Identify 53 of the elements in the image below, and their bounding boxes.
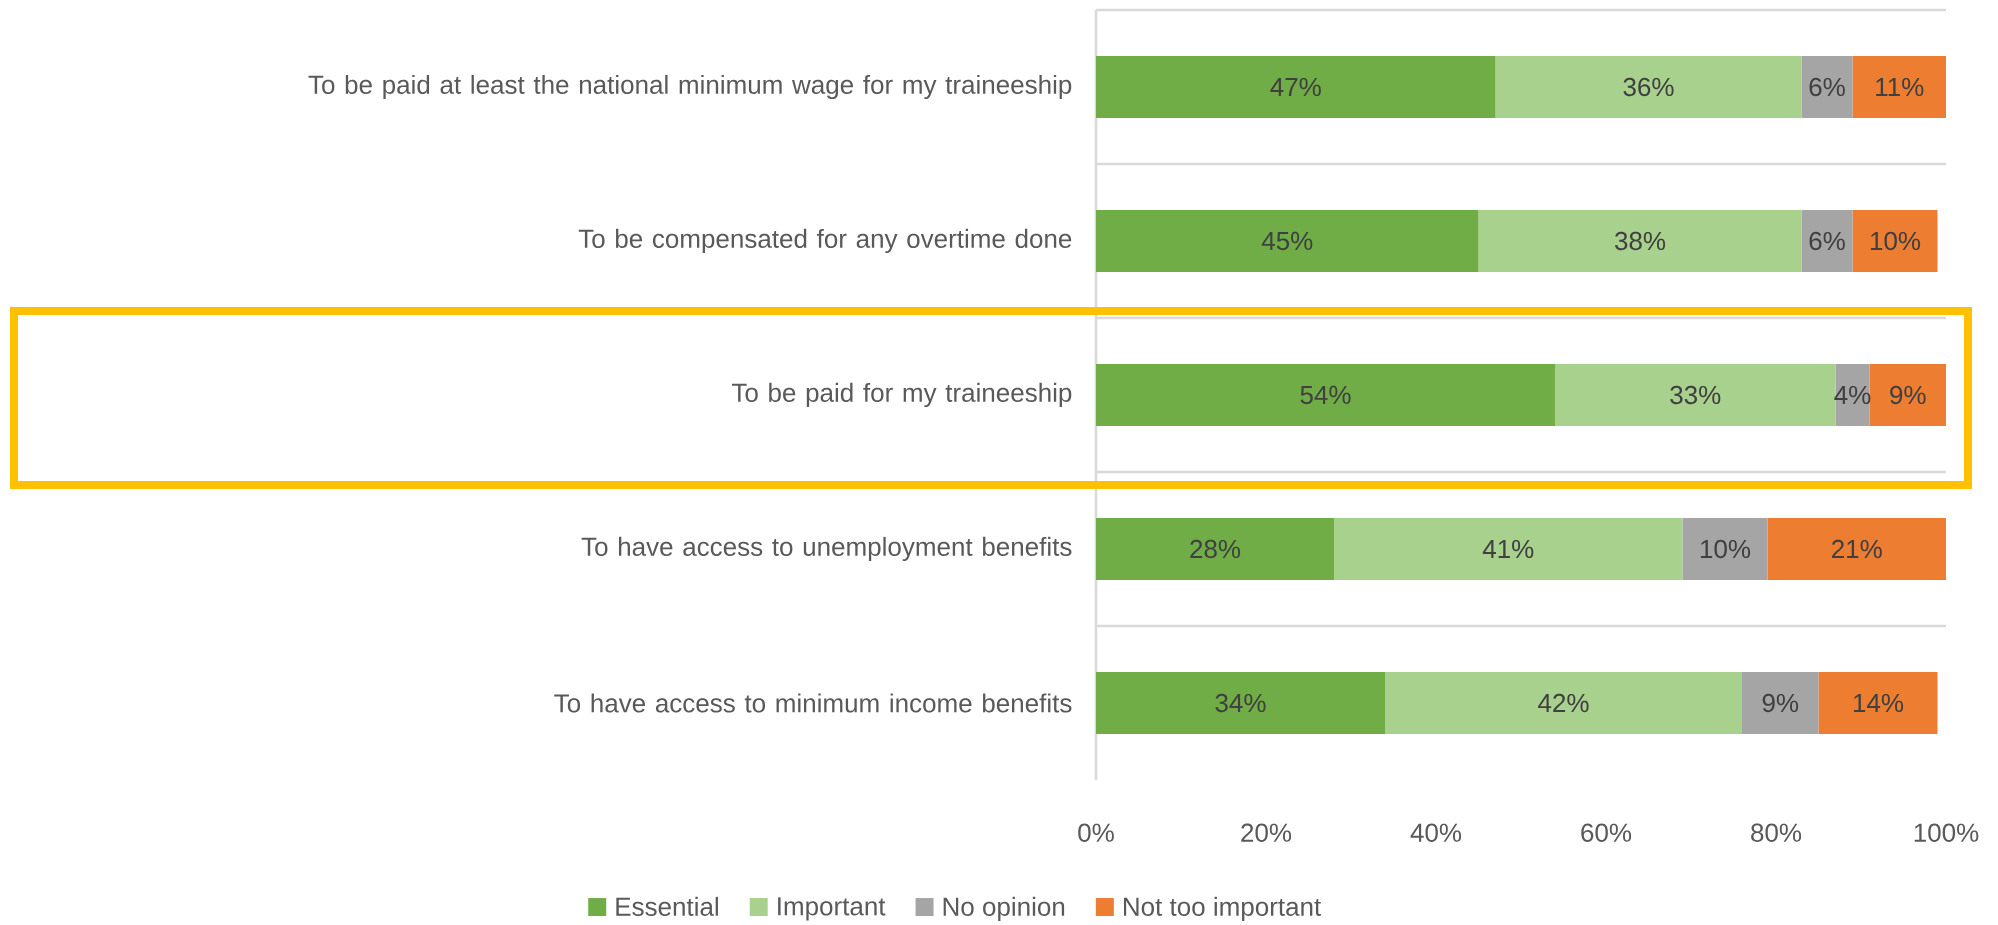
x-tick-label: 80% [1751,823,1802,842]
bar [1767,517,1946,580]
data-label: 9% [1890,385,1926,405]
y-tick-label: To have access to unemployment benefits [581,536,1072,562]
y-tick-label: To be paid at least the national minimum wage for my traineeship [308,74,1072,100]
bar [1096,209,1479,272]
data-label: 41% [1482,539,1534,559]
legend-label: No opinion [943,896,1065,922]
data-label: 54% [1300,385,1351,405]
bar [1495,55,1802,118]
data-label: 45% [1261,231,1313,251]
data-label: 11% [1876,77,1924,97]
bar [1096,363,1555,426]
bar [1555,363,1836,426]
x-tick-label: 40% [1410,823,1462,842]
data-label: 42% [1538,693,1589,713]
x-tick-label: 60% [1581,823,1632,842]
data-label: 10% [1870,231,1921,251]
bar [1478,209,1802,272]
data-label: 9% [1762,693,1799,713]
x-tick-label: 20% [1241,823,1292,842]
x-tick-label: 100% [1914,823,1979,842]
legend-label: Essential [616,896,718,916]
bar [1742,671,1819,734]
bar [1852,209,1938,272]
y-tick-label: To be compensated for any overtime done [578,228,1072,254]
data-label: 36% [1623,77,1674,97]
data-label: 33% [1670,385,1721,405]
data-label: 6% [1809,231,1845,251]
bar [1801,209,1853,272]
data-label: 28% [1190,539,1241,559]
data-label: 14% [1853,693,1904,713]
bar [1869,363,1946,426]
legend-label: Important [778,897,886,921]
data-label: 34% [1215,693,1266,713]
bar [1852,55,1946,118]
bar [1801,55,1853,118]
x-tick-label: 0% [1078,823,1114,842]
data-label: 38% [1614,231,1666,251]
bar [1334,517,1683,580]
data-label: 10% [1700,539,1751,559]
legend-label: Not too important [1123,896,1322,922]
data-label: 47% [1270,77,1321,97]
y-tick-label: To be paid for my traineeship [731,382,1072,408]
bar [1096,55,1496,118]
bar [1385,671,1742,734]
bar [1096,517,1334,580]
bar [1818,671,1938,734]
y-tick-label: To have access to minimum income benefits [554,693,1072,713]
bar [1682,517,1768,580]
bar [1096,671,1385,734]
data-label: 21% [1832,539,1882,559]
data-label: 6% [1809,77,1845,97]
